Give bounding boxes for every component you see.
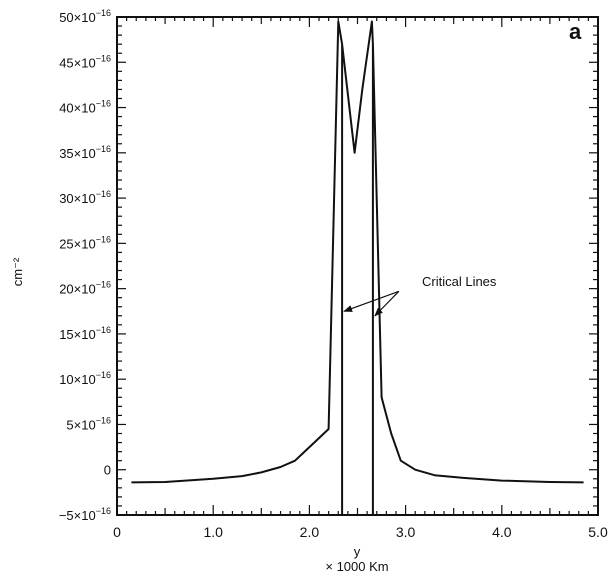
series-line-0 — [131, 20, 584, 516]
x-axis-label: y — [354, 544, 361, 559]
y-tick-label: 35×10−16 — [59, 144, 111, 161]
y-tick-label: 45×10−16 — [59, 53, 111, 70]
critical-lines-annotation: Critical Lines — [422, 274, 497, 289]
annotation-arrow — [374, 290, 400, 317]
y-tick-label: 30×10−16 — [59, 189, 111, 206]
x-axis-units: × 1000 Km — [325, 559, 388, 574]
x-tick-label: 4.0 — [492, 524, 512, 540]
x-tick-label: 1.0 — [203, 524, 223, 540]
panel-label: a — [569, 19, 582, 44]
x-ticks: 0 1.0 2.0 3.0 4.0 5.0 — [113, 17, 608, 540]
x-tick-label: 3.0 — [396, 524, 416, 540]
x-tick-label: 0 — [113, 524, 121, 540]
y-tick-label: −5×10−16 — [59, 506, 111, 523]
y-tick-label: 40×10−16 — [59, 99, 111, 116]
annotation-arrow — [343, 290, 400, 312]
x-tick-label: 2.0 — [300, 524, 320, 540]
series-layer — [131, 20, 584, 516]
x-tick-label: 5.0 — [588, 524, 608, 540]
plot-frame — [116, 16, 599, 516]
y-axis-label: cm⁻² — [10, 257, 25, 286]
y-tick-label: 10×10−16 — [59, 370, 111, 387]
y-tick-label: 15×10−16 — [59, 325, 111, 342]
y-tick-label: 25×10−16 — [59, 234, 111, 251]
y-tick-label: 20×10−16 — [59, 280, 111, 297]
annotation-layer: Critical Lines — [343, 274, 497, 317]
y-tick-label: 5×10−16 — [66, 415, 111, 432]
y-ticks: 50×10−16 45×10−16 40×10−16 35×10−16 30×10−16… — [59, 8, 598, 523]
y-tick-label: 50×10−16 — [59, 8, 111, 25]
y-tick-label: 0 — [104, 463, 111, 478]
